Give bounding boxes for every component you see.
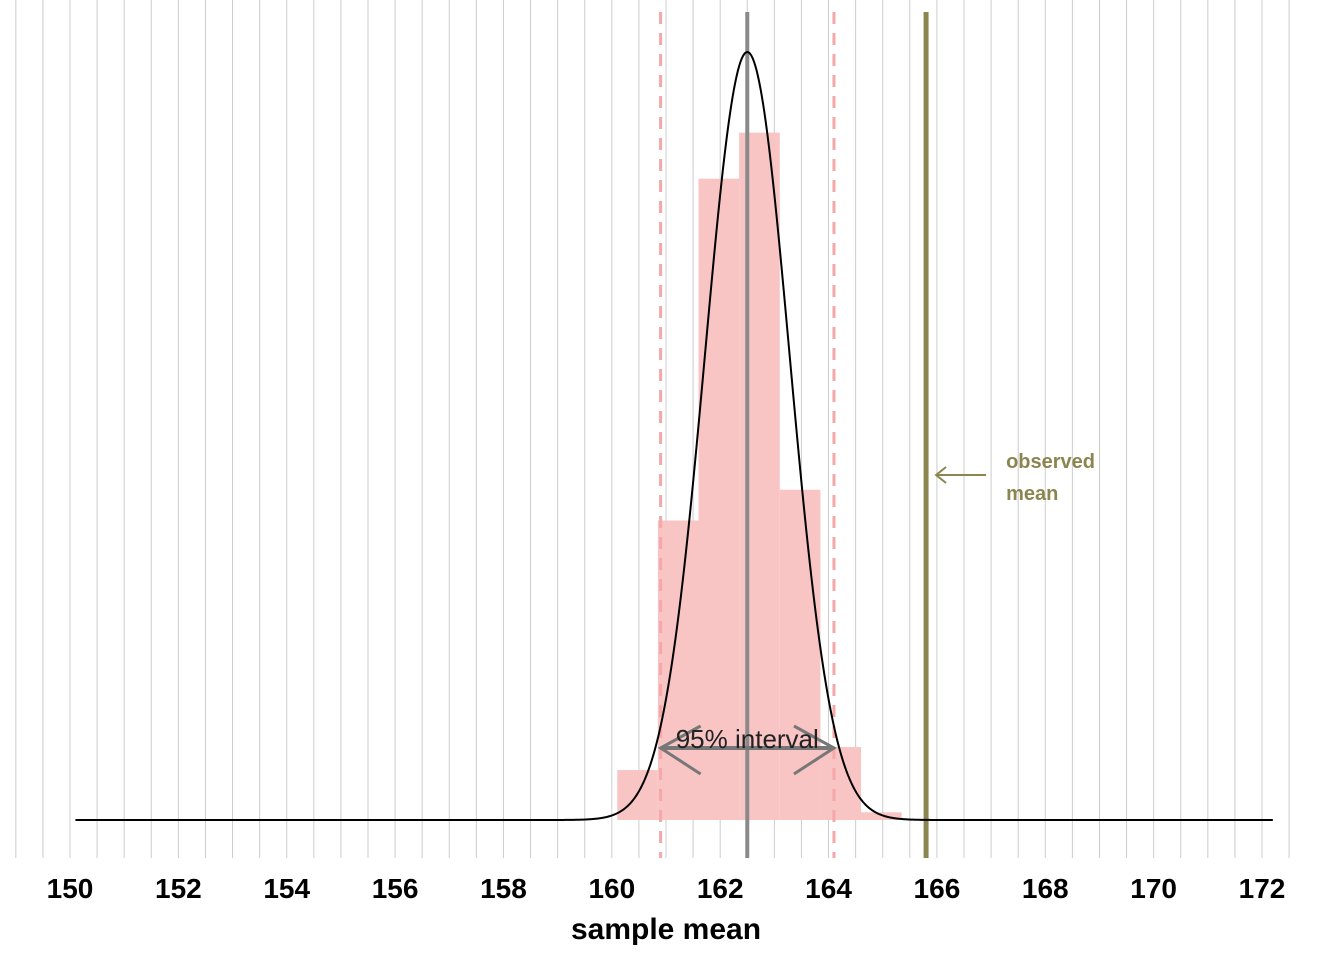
observed-label-line1: observed	[1006, 451, 1095, 473]
histogram-bar	[739, 132, 780, 820]
x-tick-label: 164	[805, 873, 852, 904]
x-tick-label: 168	[1022, 873, 1069, 904]
histogram-bar	[820, 747, 862, 820]
reference-lines	[659, 12, 929, 858]
interval-arrow-right-head	[793, 724, 837, 776]
x-tick-label: 156	[372, 873, 419, 904]
histogram-bar	[657, 520, 699, 820]
grid-lines	[15, 0, 1290, 858]
histogram-bar	[779, 489, 821, 820]
annotations: 95% interval observed mean	[657, 451, 1095, 776]
x-tick-label: 162	[697, 873, 744, 904]
observed-label-line2: mean	[1006, 483, 1058, 505]
x-tick-label: 152	[155, 873, 202, 904]
interval-arrow-left-head	[657, 724, 702, 776]
x-tick-label: 172	[1239, 873, 1286, 904]
x-tick-label: 158	[480, 873, 527, 904]
x-tick-label: 160	[588, 873, 635, 904]
x-tick-label: 166	[914, 873, 961, 904]
histogram-bar	[861, 812, 902, 820]
x-axis: 150 152 154 156 158 160 162 164 166 168 170 172 samp…	[47, 873, 1286, 946]
x-axis-title: sample mean	[571, 913, 761, 946]
interval-label: 95% interval	[676, 724, 819, 754]
density-curve-group	[75, 50, 1273, 821]
x-tick-label: 170	[1130, 873, 1177, 904]
x-tick-label: 154	[263, 873, 310, 904]
histogram-bar	[698, 178, 740, 821]
x-tick-label: 150	[47, 873, 94, 904]
observed-arrow-head	[934, 466, 947, 484]
density-curve	[75, 50, 1273, 821]
